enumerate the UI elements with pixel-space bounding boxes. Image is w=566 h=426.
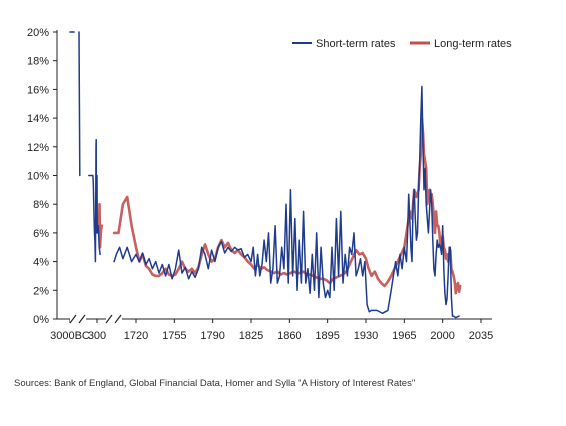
y-tick-label: 14%: [27, 113, 49, 125]
y-tick-label: 6%: [33, 228, 49, 240]
y-tick-label: 12%: [27, 142, 49, 154]
y-axis: 0% 2% 4% 6% 8% 10% 12% 14% 16% 18% 20%: [27, 27, 58, 326]
legend: Short-term rates Long-term rates: [292, 38, 512, 50]
y-tick-label: 0%: [33, 314, 49, 326]
x-tick-label: 1860: [277, 330, 301, 342]
y-tick-label: 20%: [27, 27, 49, 39]
x-tick-label: 300: [88, 330, 106, 342]
x-tick-label: 1930: [354, 330, 378, 342]
short-term-rates-line: [69, 31, 460, 319]
x-tick-label: 1790: [200, 330, 224, 342]
y-tick-label: 4%: [33, 257, 49, 269]
y-tick-label: 8%: [33, 199, 49, 211]
axis-break-marker: [105, 314, 122, 324]
x-tick-label: 1895: [315, 330, 339, 342]
x-tick-label: 1755: [162, 330, 186, 342]
y-tick-label: 10%: [27, 171, 49, 183]
source-note: Sources: Bank of England, Global Financi…: [14, 378, 416, 389]
x-tick-label: 3000BC: [50, 330, 90, 342]
y-tick-label: 2%: [33, 285, 49, 297]
x-tick-label: 1720: [124, 330, 148, 342]
short-term-legend-label: Short-term rates: [316, 38, 396, 50]
long-term-legend-label: Long-term rates: [434, 38, 512, 50]
y-tick-label: 18%: [27, 56, 49, 68]
x-tick-label: 1825: [239, 330, 263, 342]
x-tick-label: 1965: [392, 330, 416, 342]
x-tick-label: 2000: [430, 330, 454, 342]
series-layer: [69, 31, 462, 319]
x-tick-label: 2035: [469, 330, 493, 342]
y-tick-label: 16%: [27, 84, 49, 96]
axis-break-marker: [69, 314, 86, 324]
